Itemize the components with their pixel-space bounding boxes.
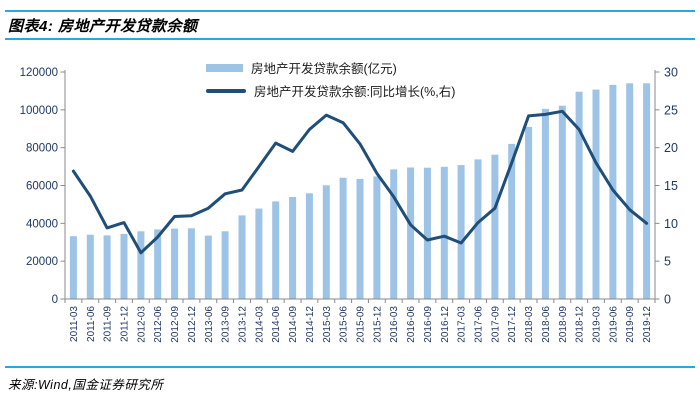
x-axis-label: 2017-03 <box>457 306 468 343</box>
y-left-tick-label: 80000 <box>26 143 58 155</box>
bar <box>491 154 499 299</box>
bar <box>575 91 583 299</box>
title-top-rule <box>5 10 695 12</box>
x-axis-label: 2014-12 <box>305 306 316 343</box>
legend-row-line: 房地产开发贷款余额:同比增长(%,右) <box>206 79 455 102</box>
x-axis-label: 2012-06 <box>153 306 164 343</box>
source-top-rule <box>5 366 695 368</box>
bar <box>103 235 111 299</box>
x-axis-label: 2015-03 <box>322 306 333 343</box>
bar <box>171 228 179 299</box>
y-left-tick-label: 60000 <box>26 181 58 193</box>
line-series-label: 房地产开发贷款余额:同比增长(%,右) <box>254 85 456 99</box>
bar <box>69 236 77 299</box>
y-left-tick-label: 0 <box>52 294 58 306</box>
trend-line <box>71 109 649 255</box>
chart-legend: 房地产开发贷款余额(亿元) 房地产开发贷款余额:同比增长(%,右) <box>206 56 455 102</box>
bar <box>423 167 431 299</box>
y-left-tick-label: 20000 <box>26 256 58 268</box>
bar <box>592 89 600 299</box>
x-axis-label: 2011-03 <box>69 306 80 342</box>
title-bottom-rule <box>5 38 695 40</box>
source-text: 来源:Wind,国金证券研究所 <box>8 378 164 392</box>
x-axis-label: 2011-06 <box>86 306 97 342</box>
bar <box>137 231 145 299</box>
x-axis-label: 2015-06 <box>339 306 350 343</box>
x-axis-label: 2012-12 <box>187 306 198 343</box>
bar <box>272 201 280 299</box>
y-right-tick-label: 10 <box>664 217 678 231</box>
bar <box>322 185 330 299</box>
bar <box>305 193 313 299</box>
bar <box>356 178 364 299</box>
bar-series-swatch <box>206 63 243 72</box>
x-axis-label: 2018-09 <box>558 306 569 343</box>
y-right-tick-label: 15 <box>664 179 678 193</box>
y-left-tick-label: 40000 <box>26 218 58 230</box>
y-right-tick-label: 5 <box>664 255 671 269</box>
bar <box>440 166 448 299</box>
x-axis-label: 2017-09 <box>490 306 501 343</box>
x-axis-label: 2016-09 <box>423 306 434 343</box>
x-axis-label: 2019-03 <box>592 306 603 343</box>
x-axis-label: 2014-06 <box>271 306 282 343</box>
bar <box>339 177 347 299</box>
bar <box>558 105 566 299</box>
bar <box>626 83 634 299</box>
x-axis-label: 2016-12 <box>440 306 451 343</box>
bar <box>238 215 246 299</box>
y-right-tick-label: 30 <box>664 66 678 80</box>
x-axis-label: 2013-12 <box>238 306 249 343</box>
bar <box>390 169 398 299</box>
legend-row-bars: 房地产开发贷款余额(亿元) <box>206 56 455 79</box>
x-axis-label: 2011-09 <box>103 306 114 342</box>
bar <box>457 165 465 299</box>
chart-title: 图表4: 房地产开发贷款余额 <box>8 18 198 35</box>
bar <box>407 167 415 299</box>
x-axis-label: 2018-03 <box>524 306 535 343</box>
x-axis-label: 2019-09 <box>625 306 636 343</box>
x-axis-label: 2017-12 <box>507 306 518 343</box>
x-axis-label: 2012-03 <box>136 306 147 343</box>
bar <box>221 231 229 299</box>
x-axis-label: 2016-06 <box>406 306 417 343</box>
y-right-tick-label: 0 <box>664 293 671 307</box>
x-axis-label: 2014-09 <box>288 306 299 343</box>
x-axis-label: 2018-12 <box>575 306 586 343</box>
y-left-tick-label: 100000 <box>20 105 58 117</box>
y-left-tick-label: 120000 <box>20 67 58 79</box>
x-axis-label: 2019-06 <box>608 306 619 343</box>
bar <box>187 228 195 299</box>
x-axis-label: 2013-09 <box>221 306 232 343</box>
bar <box>204 235 212 299</box>
bar <box>373 176 381 299</box>
x-axis-label: 2016-03 <box>389 306 400 343</box>
y-right-tick-label: 20 <box>664 141 678 155</box>
bar <box>154 229 162 299</box>
x-axis-label: 2017-06 <box>474 306 485 343</box>
x-axis-label: 2011-12 <box>120 306 131 342</box>
x-axis-label: 2015-09 <box>356 306 367 343</box>
x-axis-label: 2015-12 <box>372 306 383 343</box>
bar <box>120 233 128 299</box>
x-axis-label: 2013-06 <box>204 306 215 343</box>
bar <box>508 143 516 299</box>
bar <box>474 159 482 299</box>
bar-series-label: 房地产开发贷款余额(亿元) <box>251 62 397 76</box>
x-axis-label: 2019-12 <box>642 306 653 343</box>
bar <box>86 234 94 299</box>
bar <box>525 126 533 300</box>
x-axis-label: 2012-09 <box>170 306 181 343</box>
y-right-tick-label: 25 <box>664 103 678 117</box>
x-axis-label: 2018-06 <box>541 306 552 343</box>
bar <box>541 108 549 300</box>
bar <box>289 197 297 299</box>
x-axis-label: 2014-03 <box>254 306 265 343</box>
line-series-swatch <box>206 88 246 93</box>
bar <box>643 83 651 299</box>
bar <box>255 208 263 299</box>
